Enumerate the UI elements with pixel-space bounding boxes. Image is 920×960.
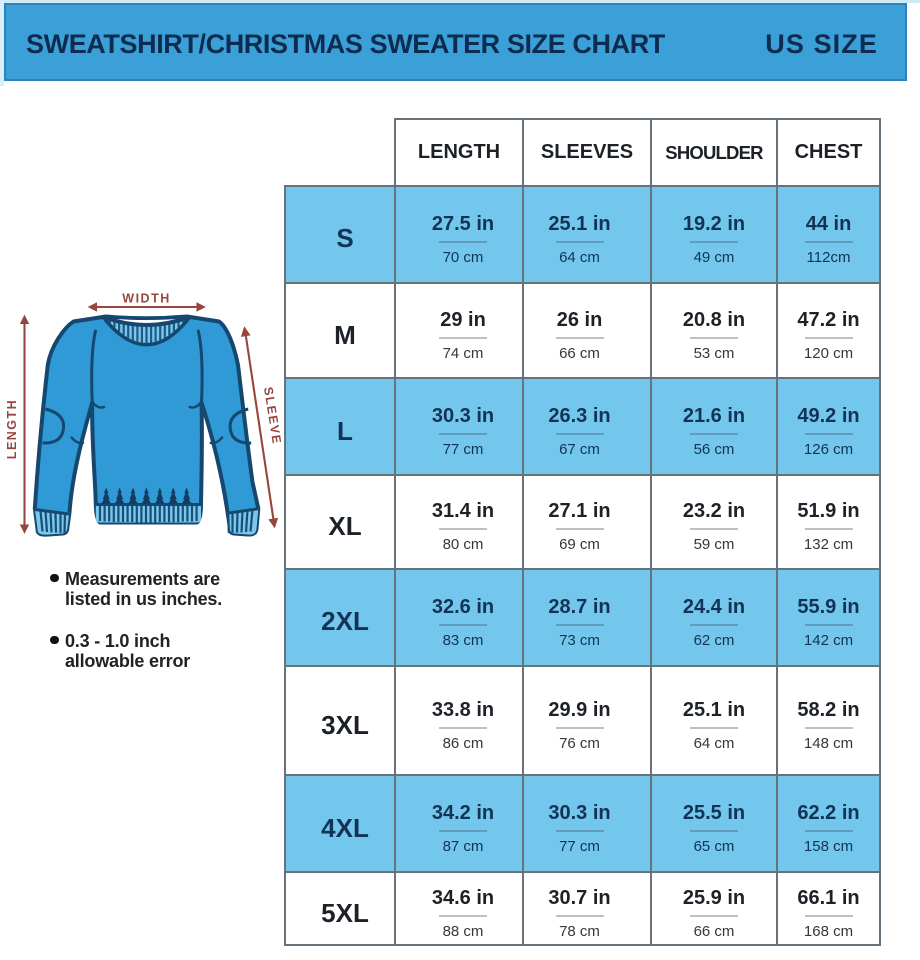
svg-text:LENGTH: LENGTH <box>5 399 19 459</box>
svg-text:SLEEVE: SLEEVE <box>261 386 284 446</box>
svg-text:WIDTH: WIDTH <box>122 292 170 306</box>
